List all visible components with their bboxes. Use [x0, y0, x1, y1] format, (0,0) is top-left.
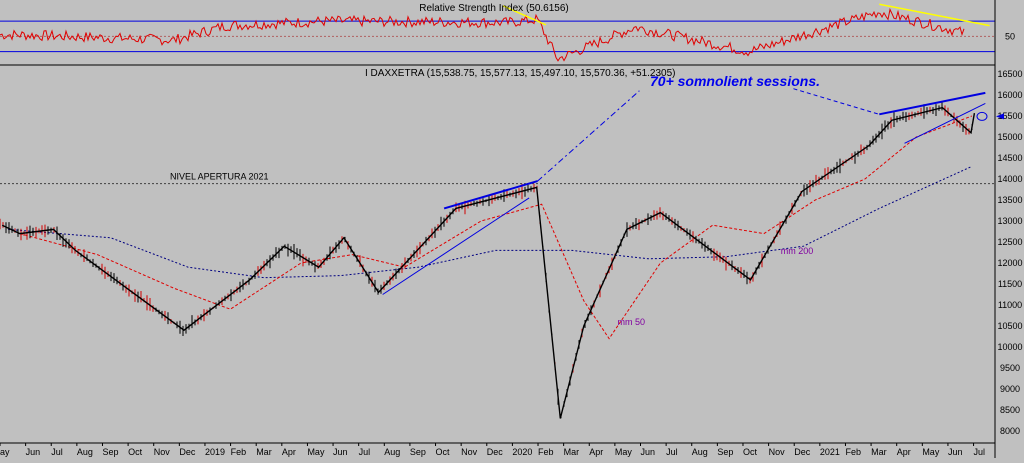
x-tick-label: Oct [128, 447, 143, 457]
x-tick-label: May [615, 447, 633, 457]
x-tick-label: Sep [102, 447, 118, 457]
x-tick-label: Feb [845, 447, 861, 457]
wedge-lower-line [904, 102, 986, 144]
x-tick-label: Feb [538, 447, 554, 457]
rsi-title: Relative Strength Index (50.6156) [419, 3, 569, 14]
x-tick-label: Nov [154, 447, 171, 457]
price-y-tick-label: 10500 [997, 321, 1022, 331]
x-tick-label: Dec [794, 447, 811, 457]
x-tick-label: Jun [333, 447, 348, 457]
price-y-tick-label: 16000 [997, 90, 1022, 100]
x-tick-label: Oct [743, 447, 758, 457]
main-title: I DAXXETRA (15,538.75, 15,577.13, 15,497… [365, 68, 676, 79]
x-tick-label: Mar [256, 447, 272, 457]
x-tick-label: Jun [948, 447, 963, 457]
x-tick-label: Jul [359, 447, 371, 457]
price-y-tick-label: 11000 [998, 300, 1022, 310]
rsi-line [0, 7, 965, 62]
x-tick-label: Oct [436, 447, 451, 457]
x-axis: ay Jun Jul Aug Sep Oct Nov Dec 2019 Feb Mar Apr May J… [0, 442, 995, 457]
x-tick-label: Nov [769, 447, 786, 457]
price-y-tick-label: 13500 [997, 195, 1022, 205]
x-tick-label: May [307, 447, 325, 457]
price-pane: NIVEL APERTURA 2021 I DAXXETRA (15,538.7… [0, 68, 1023, 436]
last-price-pointer [996, 113, 1004, 120]
projection-line [793, 88, 880, 115]
x-tick-label: Aug [692, 447, 708, 457]
x-tick-label: Mar [564, 447, 580, 457]
wedge-upper-line [879, 91, 986, 116]
annotation-somnolient: 70+ somnolient sessions. [650, 73, 820, 89]
x-tick-label: Apr [282, 447, 296, 457]
price-y-tick-label: 9000 [1000, 384, 1020, 394]
x-tick-label: Jul [974, 447, 986, 457]
x-tick-label: Jul [666, 447, 678, 457]
x-tick-label: Sep [410, 447, 426, 457]
x-tick-label: Aug [384, 447, 400, 457]
x-tick-label: Jun [641, 447, 656, 457]
rsi-trendline [502, 5, 547, 26]
last-price-circle [976, 111, 988, 121]
rsi-y-tick-label: 50 [1005, 31, 1015, 41]
upper-trendline [443, 180, 538, 210]
mm200-line [8, 165, 973, 279]
price-y-tick-label: 11500 [998, 279, 1022, 289]
x-tick-label: Dec [487, 447, 504, 457]
x-tick-label: Jul [51, 447, 63, 457]
price-y-tick-label: 8000 [1000, 426, 1020, 436]
price-y-tick-label: 13000 [997, 216, 1022, 226]
price-y-tick-label: 9500 [1000, 363, 1020, 373]
price-line [1, 106, 976, 419]
price-y-tick-label: 14500 [997, 153, 1022, 163]
x-tick-label: Nov [461, 447, 478, 457]
projection-line [537, 90, 640, 182]
price-y-tick-label: 14000 [997, 174, 1022, 184]
x-tick-label: Dec [179, 447, 196, 457]
x-tick-label: Aug [77, 447, 93, 457]
rsi-pane: Relative Strength Index (50.6156) 50 [0, 3, 1015, 62]
lower-trendline [382, 197, 530, 295]
price-y-tick-label: 12000 [997, 258, 1022, 268]
x-tick-label: Mar [871, 447, 887, 457]
x-tick-label: Sep [717, 447, 733, 457]
opening-level-label: NIVEL APERTURA 2021 [170, 172, 269, 182]
x-tick-label: Feb [231, 447, 247, 457]
mm50-line [19, 115, 973, 340]
price-y-tick-label: 15000 [997, 132, 1022, 142]
rsi-trendline [879, 3, 990, 27]
price-y-tick-label: 12500 [997, 237, 1022, 247]
label-mm50: mm 50 [618, 317, 646, 327]
x-tick-label: May [922, 447, 940, 457]
x-tick-label: ay [0, 447, 10, 457]
price-y-tick-label: 10000 [997, 342, 1022, 352]
price-y-tick-label: 15500 [997, 111, 1022, 121]
price-y-tick-label: 8500 [1000, 405, 1020, 415]
x-tick-label: 2020 [512, 447, 532, 457]
label-mm200: mm 200 [781, 246, 814, 256]
x-tick-label: Apr [897, 447, 911, 457]
x-tick-label: Apr [589, 447, 603, 457]
x-tick-label: Jun [26, 447, 41, 457]
x-tick-label: 2021 [820, 447, 840, 457]
price-y-tick-label: 16500 [997, 69, 1022, 79]
x-tick-label: 2019 [205, 447, 225, 457]
